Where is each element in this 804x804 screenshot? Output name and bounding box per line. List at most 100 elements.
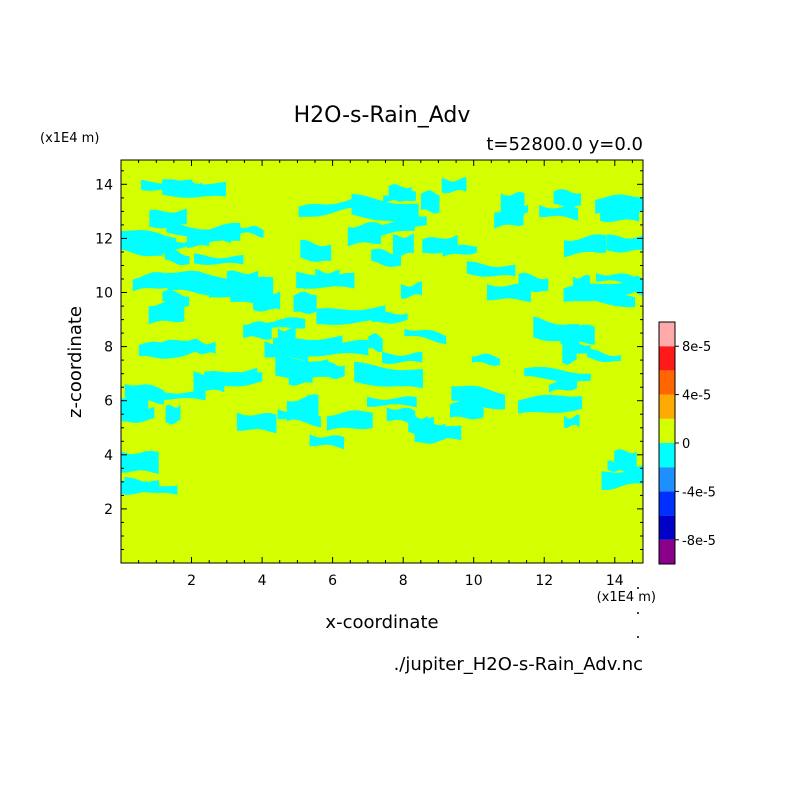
negative-streak bbox=[560, 324, 595, 345]
negative-streak bbox=[451, 385, 505, 410]
negative-streak bbox=[562, 342, 577, 365]
colorbar-segment bbox=[659, 322, 675, 347]
negative-streak bbox=[518, 394, 583, 414]
dot-markers bbox=[637, 587, 639, 638]
negative-streak bbox=[596, 273, 634, 286]
negative-streak bbox=[148, 300, 185, 325]
negative-region bbox=[121, 356, 591, 434]
negative-streak bbox=[392, 233, 414, 257]
y-tick-label: 8 bbox=[104, 340, 113, 356]
y-tick-label: 12 bbox=[95, 231, 113, 247]
colorbar-segment bbox=[659, 467, 675, 492]
colorbar-segment bbox=[659, 491, 675, 516]
negative-streak bbox=[194, 253, 244, 265]
negative-streak bbox=[121, 480, 159, 495]
negative-streak bbox=[368, 333, 383, 353]
colorbar-segment bbox=[659, 418, 675, 443]
negative-streak bbox=[315, 268, 340, 284]
negative-streak bbox=[441, 177, 467, 194]
y-tick-labels: 2 4 6 8 10 12 14 bbox=[95, 177, 113, 518]
negative-region bbox=[149, 194, 643, 229]
negative-streak bbox=[422, 234, 458, 254]
negative-streak bbox=[288, 364, 313, 386]
negative-streak bbox=[564, 234, 607, 258]
negative-streak bbox=[293, 291, 317, 314]
negative-streak bbox=[400, 281, 422, 299]
chart-subtitle: t=52800.0 y=0.0 bbox=[486, 134, 643, 155]
negative-streak bbox=[553, 189, 581, 208]
negative-streak bbox=[212, 371, 263, 388]
negative-streak bbox=[324, 362, 345, 380]
negative-streak bbox=[371, 311, 408, 324]
negative-streak bbox=[132, 272, 173, 292]
negative-region bbox=[121, 450, 178, 495]
x-axis-label: x-coordinate bbox=[325, 612, 438, 633]
negative-streak bbox=[487, 283, 531, 303]
negative-streak bbox=[275, 356, 329, 379]
colorbar-tick-label: -4e-5 bbox=[682, 485, 716, 500]
negative-streak bbox=[413, 416, 434, 434]
negative-streak bbox=[367, 396, 417, 408]
colorbar-segment bbox=[659, 515, 675, 540]
negative-streak bbox=[494, 206, 524, 229]
negative-streak bbox=[595, 194, 643, 215]
chart-title: H2O-s-Rain_Adv bbox=[294, 103, 471, 128]
negative-streak bbox=[121, 450, 159, 474]
negative-streak bbox=[286, 394, 319, 422]
x-tick-label: 12 bbox=[535, 573, 553, 589]
plot-frame bbox=[120, 159, 644, 564]
x-tick-labels: 2 4 6 8 10 12 14 bbox=[187, 573, 624, 589]
negative-region bbox=[132, 261, 643, 325]
negative-streak bbox=[383, 189, 416, 204]
plot-area bbox=[120, 159, 644, 564]
y-axis-label: z-coordinate bbox=[65, 306, 86, 418]
x-tick-label: 10 bbox=[465, 573, 483, 589]
negative-streak bbox=[121, 230, 177, 255]
negative-streak bbox=[404, 329, 447, 345]
negative-streak bbox=[572, 287, 635, 308]
negative-streak bbox=[316, 305, 386, 325]
negative-streak bbox=[586, 349, 621, 363]
negative-streak bbox=[309, 434, 344, 450]
negative-streak bbox=[326, 410, 373, 431]
negative-streak bbox=[539, 205, 579, 221]
negative-streak bbox=[300, 239, 332, 262]
negative-streak bbox=[236, 412, 277, 434]
negative-streak bbox=[442, 244, 477, 257]
negative-streak bbox=[164, 249, 190, 266]
negative-streak bbox=[362, 215, 415, 241]
colorbar-tick-label: 0 bbox=[682, 437, 690, 452]
colorbar-segment bbox=[659, 443, 675, 468]
x-tick-label: 4 bbox=[258, 573, 267, 589]
colorbar-segment bbox=[659, 539, 675, 564]
negative-streak bbox=[308, 339, 369, 357]
y-tick-label: 4 bbox=[104, 448, 113, 464]
negative-streak bbox=[573, 274, 591, 290]
negative-streak bbox=[240, 225, 264, 238]
y-tick-label: 10 bbox=[95, 286, 113, 302]
negative-region bbox=[309, 416, 462, 450]
negative-streak bbox=[141, 179, 193, 191]
x-tick-label: 6 bbox=[328, 573, 337, 589]
colorbar-segment bbox=[659, 394, 675, 419]
colorbar-tick-label: 4e-5 bbox=[682, 389, 711, 404]
y-tick-label: 6 bbox=[104, 394, 113, 410]
negative-streak bbox=[243, 321, 272, 340]
negative-streak bbox=[524, 367, 591, 382]
negative-region bbox=[601, 449, 643, 490]
negative-streak bbox=[471, 353, 500, 366]
negative-streak bbox=[264, 341, 309, 362]
negative-streak bbox=[121, 391, 149, 416]
colorbar-tick-label: 8e-5 bbox=[682, 340, 711, 355]
negative-streak bbox=[466, 261, 516, 277]
colorbar-labels: -8e-5 -4e-5 0 4e-5 8e-5 bbox=[675, 340, 716, 549]
negative-streak bbox=[138, 341, 182, 359]
negative-streak bbox=[167, 270, 215, 296]
negative-streak bbox=[450, 399, 484, 420]
negative-streak bbox=[354, 361, 423, 389]
negative-region bbox=[138, 316, 621, 366]
negative-streak bbox=[277, 327, 296, 346]
negative-region bbox=[141, 179, 226, 198]
x-tick-label: 14 bbox=[606, 573, 624, 589]
